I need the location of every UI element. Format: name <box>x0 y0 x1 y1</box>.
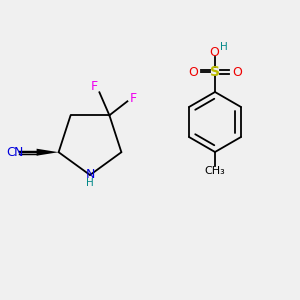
Text: S: S <box>210 65 220 79</box>
Text: C: C <box>6 146 15 159</box>
Text: CH₃: CH₃ <box>205 166 225 176</box>
Text: O: O <box>188 65 198 79</box>
Text: F: F <box>91 80 98 93</box>
Text: H: H <box>86 178 94 188</box>
Text: O: O <box>209 46 219 59</box>
Text: O: O <box>232 65 242 79</box>
Text: N: N <box>14 146 23 159</box>
Polygon shape <box>37 149 58 156</box>
Text: H: H <box>220 42 228 52</box>
Text: N: N <box>85 167 95 181</box>
Text: F: F <box>130 92 137 105</box>
